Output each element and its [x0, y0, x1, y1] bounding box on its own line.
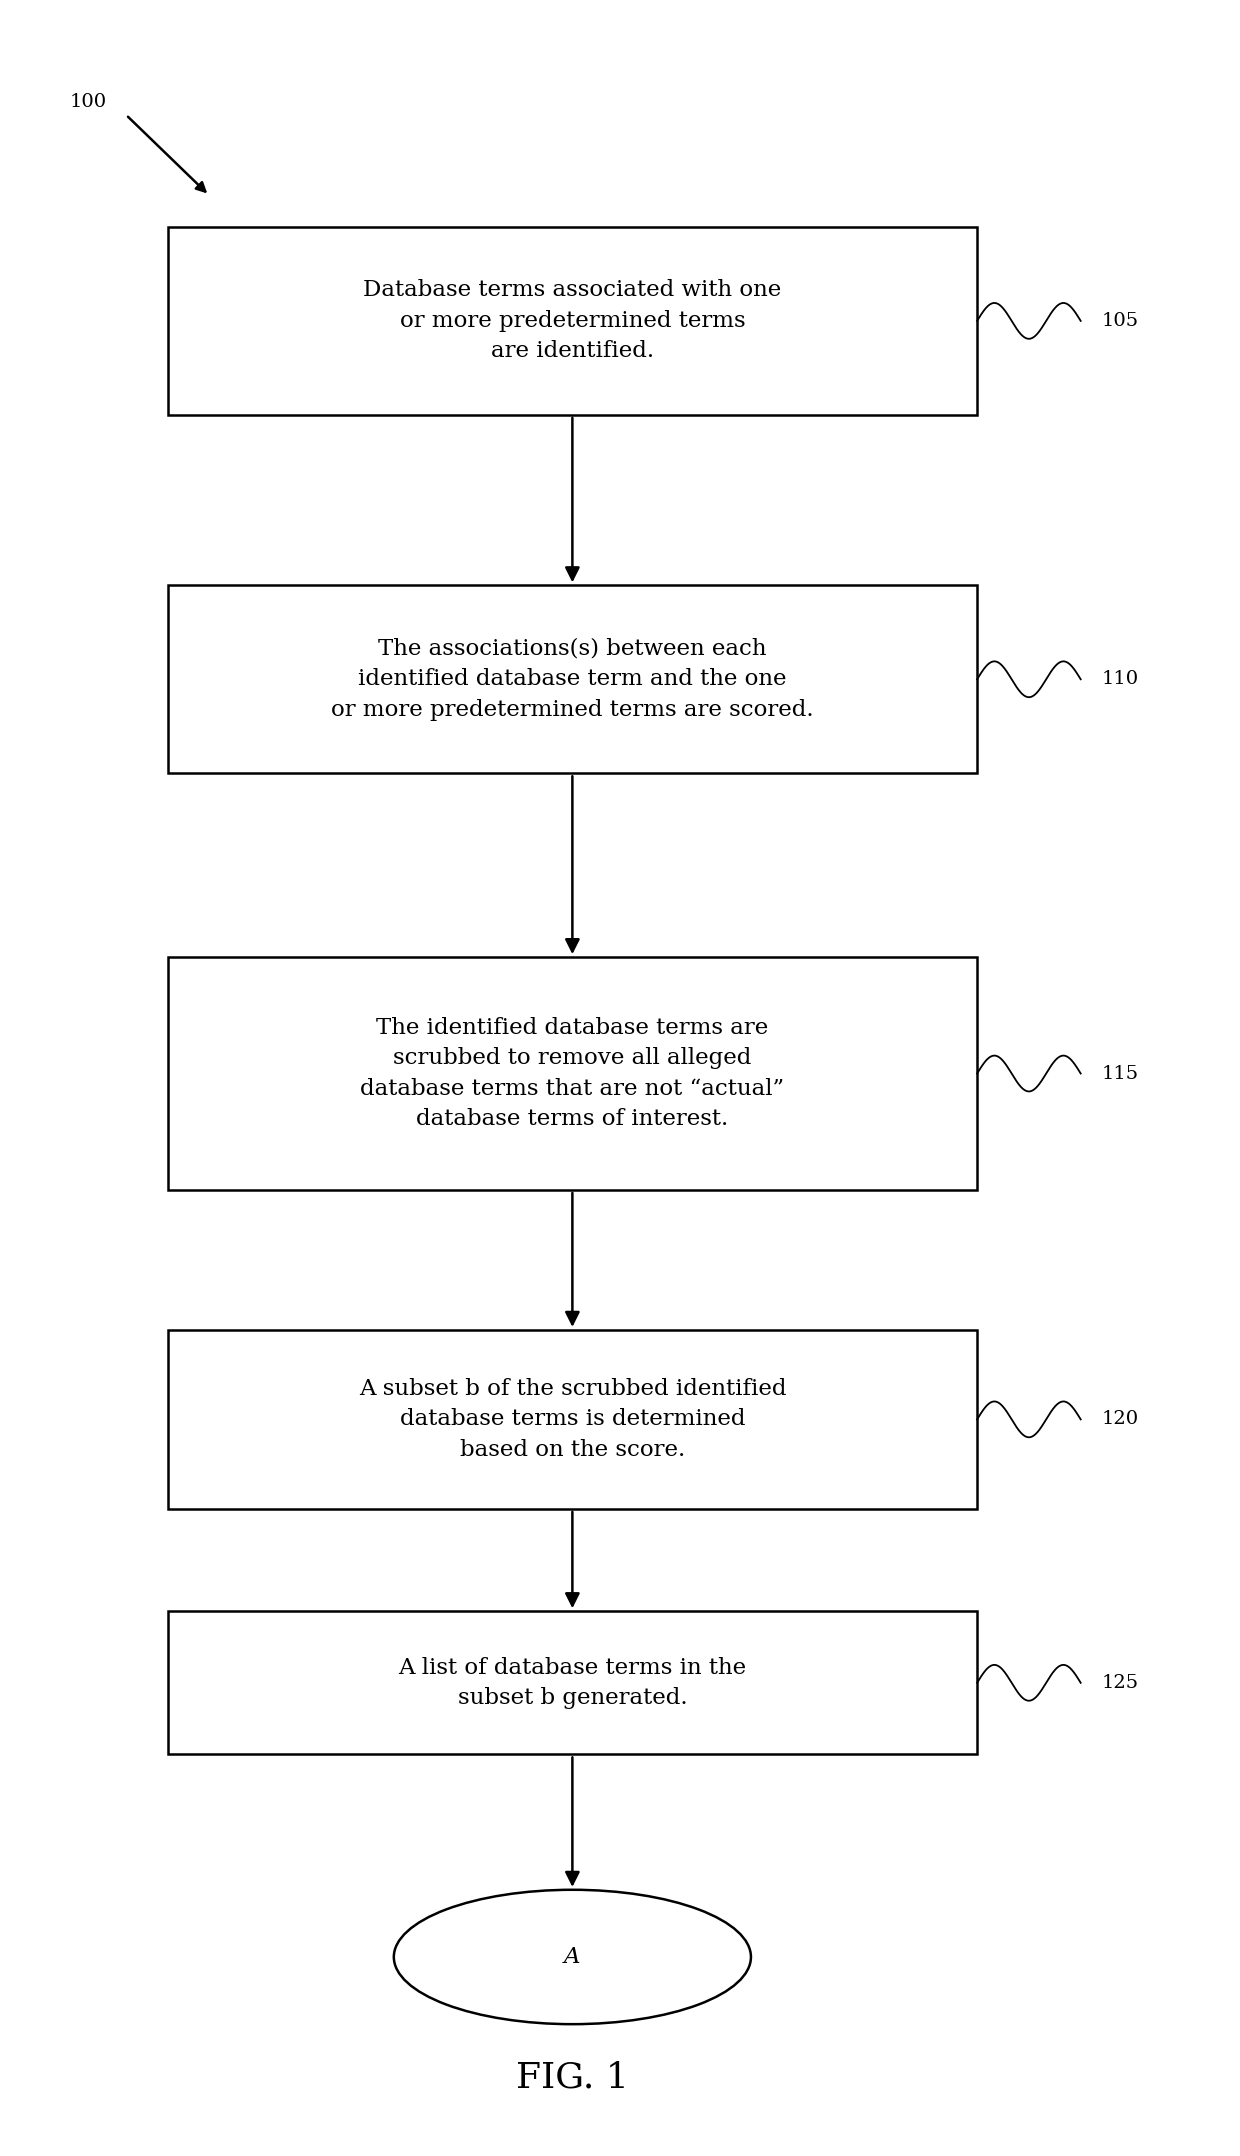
Text: 110: 110 — [1102, 671, 1140, 688]
Text: A list of database terms in the
subset b generated.: A list of database terms in the subset b… — [398, 1656, 746, 1710]
Text: FIG. 1: FIG. 1 — [516, 2059, 629, 2093]
Text: 115: 115 — [1102, 1065, 1140, 1082]
Text: The identified database terms are
scrubbed to remove all alleged
database terms : The identified database terms are scrubb… — [361, 1018, 785, 1130]
Text: A: A — [564, 1947, 580, 1968]
Text: 105: 105 — [1102, 313, 1140, 330]
Text: A subset b of the scrubbed identified
database terms is determined
based on the : A subset b of the scrubbed identified da… — [358, 1378, 786, 1462]
Text: The associations(s) between each
identified database term and the one
or more pr: The associations(s) between each identif… — [331, 638, 813, 720]
Text: Database terms associated with one
or more predetermined terms
are identified.: Database terms associated with one or mo… — [363, 280, 781, 362]
Text: 125: 125 — [1102, 1673, 1140, 1692]
FancyBboxPatch shape — [167, 226, 977, 414]
FancyBboxPatch shape — [167, 584, 977, 774]
Text: 100: 100 — [69, 93, 107, 112]
Text: 120: 120 — [1102, 1410, 1140, 1429]
FancyBboxPatch shape — [167, 1330, 977, 1509]
FancyBboxPatch shape — [167, 957, 977, 1190]
FancyBboxPatch shape — [167, 1611, 977, 1755]
Ellipse shape — [394, 1891, 751, 2024]
